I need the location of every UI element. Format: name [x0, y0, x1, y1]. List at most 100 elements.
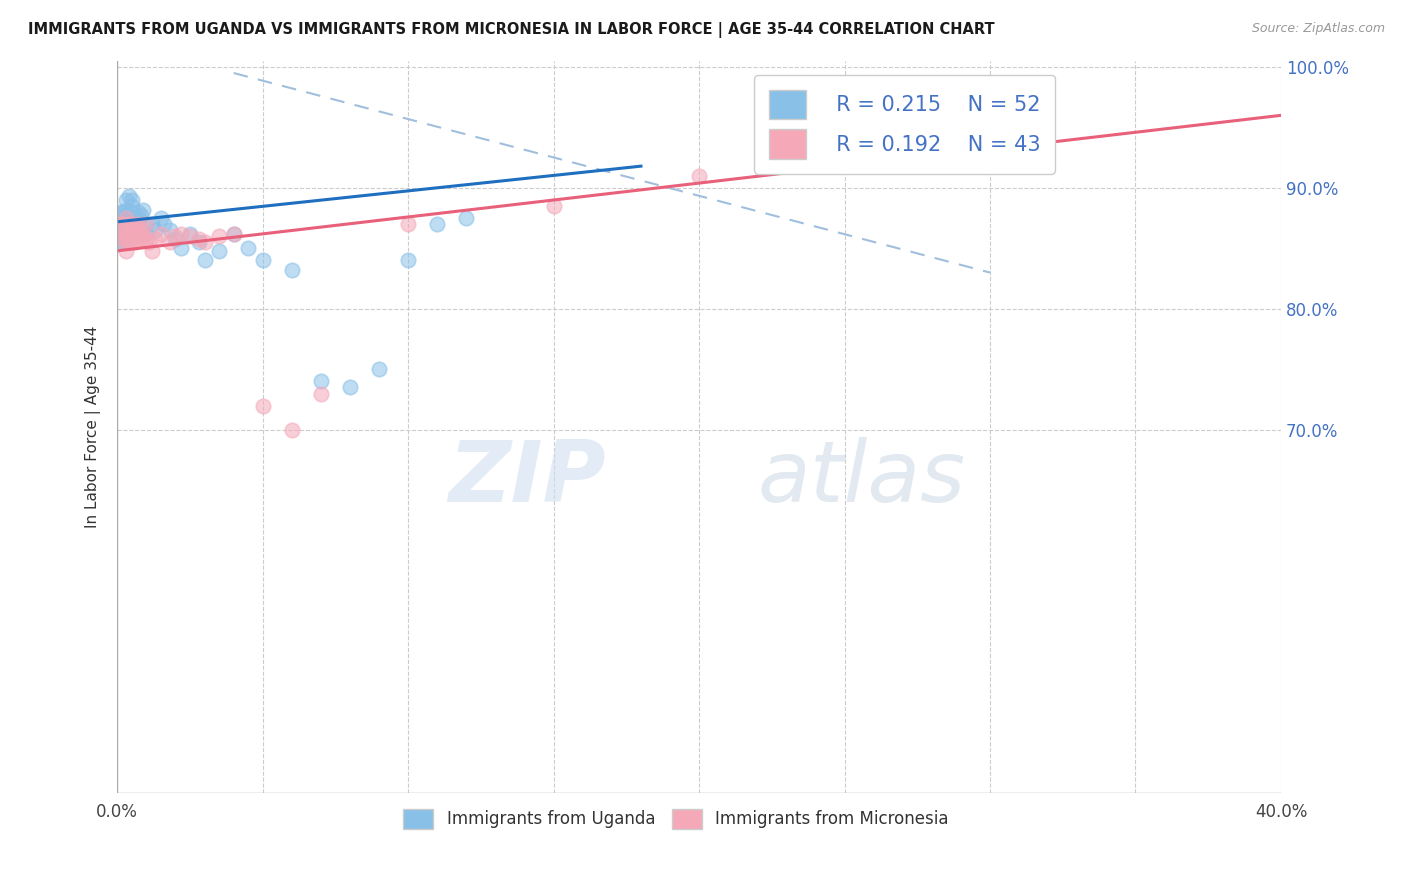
Point: [112, 205, 135, 219]
Point: [108, 229, 131, 244]
Point: [108, 235, 131, 250]
Point: [252, 399, 274, 413]
Point: [543, 199, 565, 213]
Point: [127, 211, 149, 226]
Point: [118, 227, 141, 241]
Point: [396, 217, 419, 231]
Point: [115, 232, 138, 246]
Point: [121, 205, 143, 219]
Point: [121, 193, 143, 207]
Point: [979, 108, 1001, 122]
Point: [281, 423, 304, 437]
Point: [108, 217, 131, 231]
Point: [222, 227, 245, 241]
Point: [149, 227, 172, 241]
Text: atlas: atlas: [758, 436, 966, 519]
Point: [138, 235, 160, 250]
Y-axis label: In Labor Force | Age 35-44: In Labor Force | Age 35-44: [86, 326, 101, 528]
Point: [124, 235, 146, 250]
Point: [118, 235, 141, 250]
Point: [309, 386, 332, 401]
Point: [112, 232, 135, 246]
Point: [222, 227, 245, 241]
Point: [141, 217, 163, 231]
Point: [124, 223, 146, 237]
Point: [159, 223, 181, 237]
Point: [426, 217, 449, 231]
Point: [115, 244, 138, 258]
Point: [112, 211, 135, 226]
Point: [127, 217, 149, 231]
Point: [115, 223, 138, 237]
Point: [165, 232, 187, 246]
Point: [115, 211, 138, 226]
Point: [187, 232, 209, 246]
Point: [121, 235, 143, 250]
Point: [309, 375, 332, 389]
Point: [135, 217, 157, 231]
Point: [115, 217, 138, 231]
Point: [115, 202, 138, 217]
Point: [112, 223, 135, 237]
Point: [170, 241, 193, 255]
Point: [108, 205, 131, 219]
Point: [112, 217, 135, 231]
Point: [132, 229, 155, 244]
Point: [153, 217, 176, 231]
Point: [108, 229, 131, 244]
Text: Source: ZipAtlas.com: Source: ZipAtlas.com: [1251, 22, 1385, 36]
Point: [115, 227, 138, 241]
Point: [132, 202, 155, 217]
Point: [159, 235, 181, 250]
Point: [179, 227, 201, 241]
Point: [135, 232, 157, 246]
Point: [193, 235, 215, 250]
Point: [456, 211, 478, 226]
Point: [141, 244, 163, 258]
Legend: Immigrants from Uganda, Immigrants from Micronesia: Immigrants from Uganda, Immigrants from …: [396, 802, 955, 836]
Point: [252, 253, 274, 268]
Point: [149, 211, 172, 226]
Point: [115, 208, 138, 222]
Point: [124, 217, 146, 231]
Point: [368, 362, 391, 376]
Point: [112, 235, 135, 250]
Point: [118, 235, 141, 250]
Point: [129, 223, 152, 237]
Point: [121, 199, 143, 213]
Point: [129, 232, 152, 246]
Point: [179, 229, 201, 244]
Point: [339, 380, 361, 394]
Point: [121, 217, 143, 231]
Point: [112, 227, 135, 241]
Point: [135, 217, 157, 231]
Point: [281, 263, 304, 277]
Point: [108, 217, 131, 231]
Point: [143, 232, 166, 246]
Point: [165, 229, 187, 244]
Point: [127, 205, 149, 219]
Point: [108, 223, 131, 237]
Point: [112, 232, 135, 246]
Point: [193, 253, 215, 268]
Point: [118, 189, 141, 203]
Point: [112, 217, 135, 231]
Point: [170, 227, 193, 241]
Point: [118, 217, 141, 231]
Point: [208, 229, 231, 244]
Point: [396, 253, 419, 268]
Point: [129, 208, 152, 222]
Point: [127, 227, 149, 241]
Point: [143, 223, 166, 237]
Point: [115, 193, 138, 207]
Point: [135, 227, 157, 241]
Point: [118, 211, 141, 226]
Text: ZIP: ZIP: [449, 436, 606, 519]
Point: [118, 217, 141, 231]
Point: [124, 211, 146, 226]
Point: [208, 244, 231, 258]
Point: [187, 235, 209, 250]
Point: [688, 169, 710, 183]
Point: [238, 241, 260, 255]
Point: [121, 229, 143, 244]
